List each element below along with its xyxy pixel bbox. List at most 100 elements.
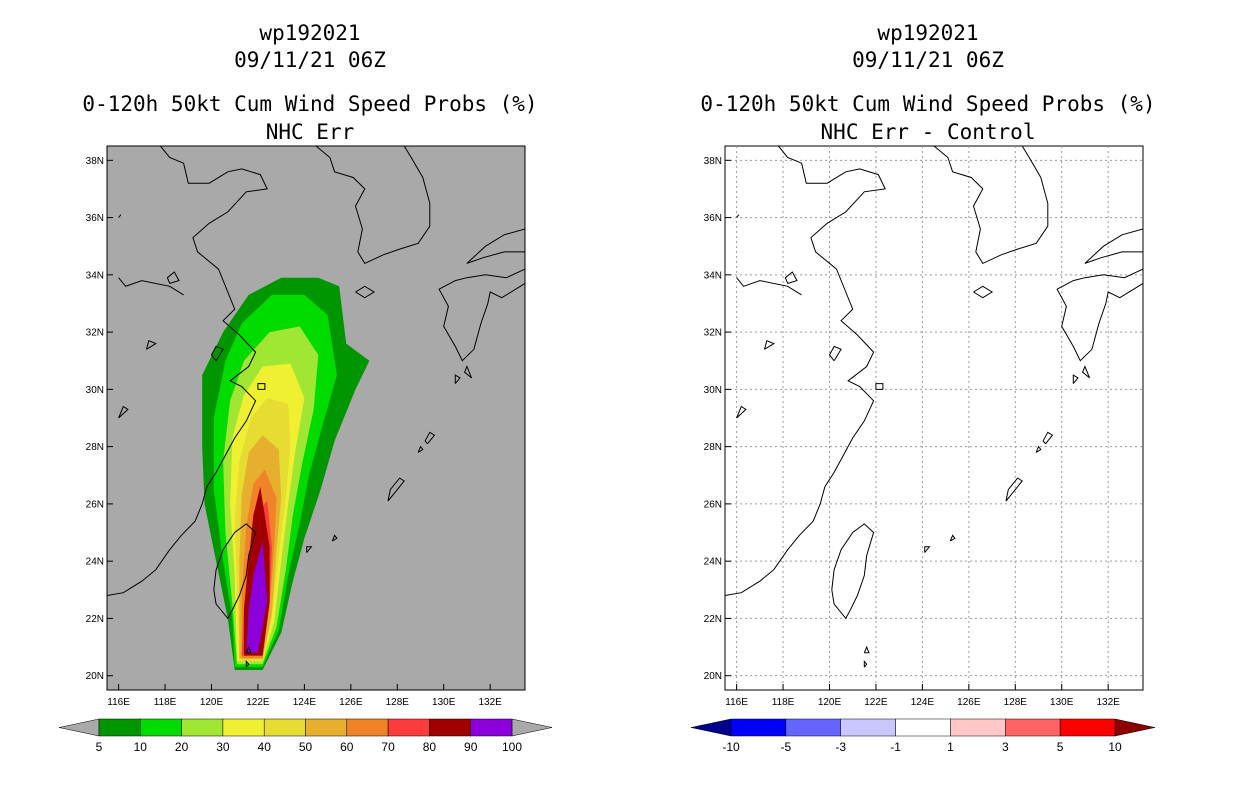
colorbar-tick-label: 50 (299, 740, 313, 754)
right-title-date: 09/11/21 06Z (852, 48, 1004, 72)
coastline-segment (843, 146, 845, 147)
coastline-segment (1056, 268, 1143, 362)
coastline-segment (146, 340, 157, 350)
colorbar-over-arrow (511, 718, 553, 737)
colorbar-swatch (785, 718, 841, 737)
coastline-segment (933, 146, 1049, 265)
coastline-segment (107, 146, 268, 596)
coastline-segment (306, 546, 313, 553)
coastline-segment (417, 445, 424, 453)
lat-label: 20N (704, 671, 722, 682)
lon-label: 116E (107, 697, 130, 708)
lat-label: 24N (704, 557, 722, 568)
colorbar-tick-label: 5 (1057, 740, 1064, 754)
left-title-product: 0-120h 50kt Cum Wind Speed Probs (%) (82, 92, 538, 116)
lon-label: 116E (725, 697, 748, 708)
colorbar-tick-label: -10 (722, 740, 740, 754)
right-map: 116E 118E 120E 122E 124E 126E 128E 130E 132E 38N 3… (704, 145, 1144, 708)
coastline-segment (225, 146, 227, 147)
coastline-segment (863, 660, 868, 668)
coastline-segment (1042, 431, 1054, 445)
colorbar-tick-label: 30 (216, 740, 230, 754)
lat-label: 38N (86, 156, 104, 167)
colorbar-swatch (470, 718, 513, 737)
coastline-segment (466, 228, 525, 264)
coastline-segment (1005, 477, 1023, 502)
lat-label: 26N (86, 499, 104, 510)
coastline-segment (725, 146, 886, 596)
colorbar-tick-label: 10 (1108, 740, 1122, 754)
lon-label: 120E (200, 697, 224, 708)
coastline-segment (764, 340, 775, 350)
right-title-product: 0-120h 50kt Cum Wind Speed Probs (%) (700, 92, 1156, 116)
lat-label: 32N (704, 328, 722, 339)
right-title-storm: wp192021 (877, 21, 979, 45)
colorbar-tick-label: 90 (464, 740, 478, 754)
colorbar-tick-label: 20 (175, 740, 189, 754)
lat-label: 20N (86, 671, 104, 682)
left-title-subtitle: NHC Err (265, 120, 355, 144)
coastline-segment (831, 523, 875, 620)
colorbar-swatch (263, 718, 306, 737)
lat-label: 32N (86, 328, 104, 339)
probability-contour-90 (246, 541, 268, 653)
colorbar-tick-label: -1 (890, 740, 901, 754)
coastline-segment (736, 214, 740, 218)
colorbar-swatch (387, 718, 430, 737)
left-title-date: 09/11/21 06Z (234, 48, 386, 72)
coastline-segment (463, 365, 473, 379)
right-gridlines (725, 146, 1143, 690)
colorbar-tick-label: 80 (423, 740, 437, 754)
lat-label: 22N (86, 614, 104, 625)
colorbar-swatch (730, 718, 787, 737)
lat-label: 28N (86, 442, 104, 453)
coastline-segment (210, 345, 224, 362)
left-colorbar: 5 10 20 30 40 50 60 70 80 90 100 (58, 718, 553, 754)
colorbar-tick-label: 60 (340, 740, 354, 754)
coastline-segment (1081, 365, 1091, 379)
left-axis-ticks: 116E 118E 120E 122E 124E 126E 128E 130E 132E 38N 3… (86, 156, 503, 708)
left-title-storm: wp192021 (259, 21, 361, 45)
lon-label: 128E (1004, 697, 1028, 708)
coastline-segment (863, 645, 870, 654)
coastline-segment (949, 534, 956, 542)
colorbar-tick-label: 3 (1002, 740, 1009, 754)
colorbar-swatch (840, 718, 896, 737)
coastline-segment (257, 383, 266, 390)
colorbar-swatch (429, 718, 471, 737)
colorbar-swatch (346, 718, 389, 737)
colorbar-over-arrow (1114, 718, 1156, 737)
lon-label: 128E (386, 697, 410, 708)
colorbar-tick-label: 70 (381, 740, 395, 754)
lat-label: 30N (86, 385, 104, 396)
colorbar-under-arrow (690, 718, 732, 737)
lon-label: 122E (246, 697, 270, 708)
lat-label: 30N (704, 385, 722, 396)
lon-label: 124E (293, 697, 317, 708)
coastline-segment (331, 534, 338, 542)
lon-label: 132E (478, 697, 502, 708)
coastline-segment (118, 214, 122, 218)
lat-label: 34N (86, 270, 104, 281)
lon-label: 118E (772, 697, 795, 708)
left-map: 116E 118E 120E 122E 124E 126E 128E 130E 132E 38N 3… (86, 145, 526, 708)
lon-label: 130E (1050, 697, 1074, 708)
lat-label: 36N (86, 213, 104, 224)
colorbar-swatch (1059, 718, 1116, 737)
coastline-segment (973, 285, 994, 299)
colorbar-swatch (1005, 718, 1061, 737)
coastline-segment (875, 383, 884, 390)
coastline-segment (245, 660, 250, 668)
coastline-segment (245, 645, 252, 654)
coastline-segment (213, 523, 257, 620)
coastline-segment (1035, 445, 1042, 453)
lon-label: 120E (818, 697, 842, 708)
right-colorbar: -10 -5 -3 -1 1 3 5 10 (690, 718, 1156, 754)
coastline-segment (315, 146, 431, 265)
coastline-segment (736, 405, 747, 419)
coastline-segment (438, 268, 525, 362)
lat-label: 36N (704, 213, 722, 224)
colorbar-swatch (181, 718, 224, 737)
coastline-segment (118, 277, 184, 296)
